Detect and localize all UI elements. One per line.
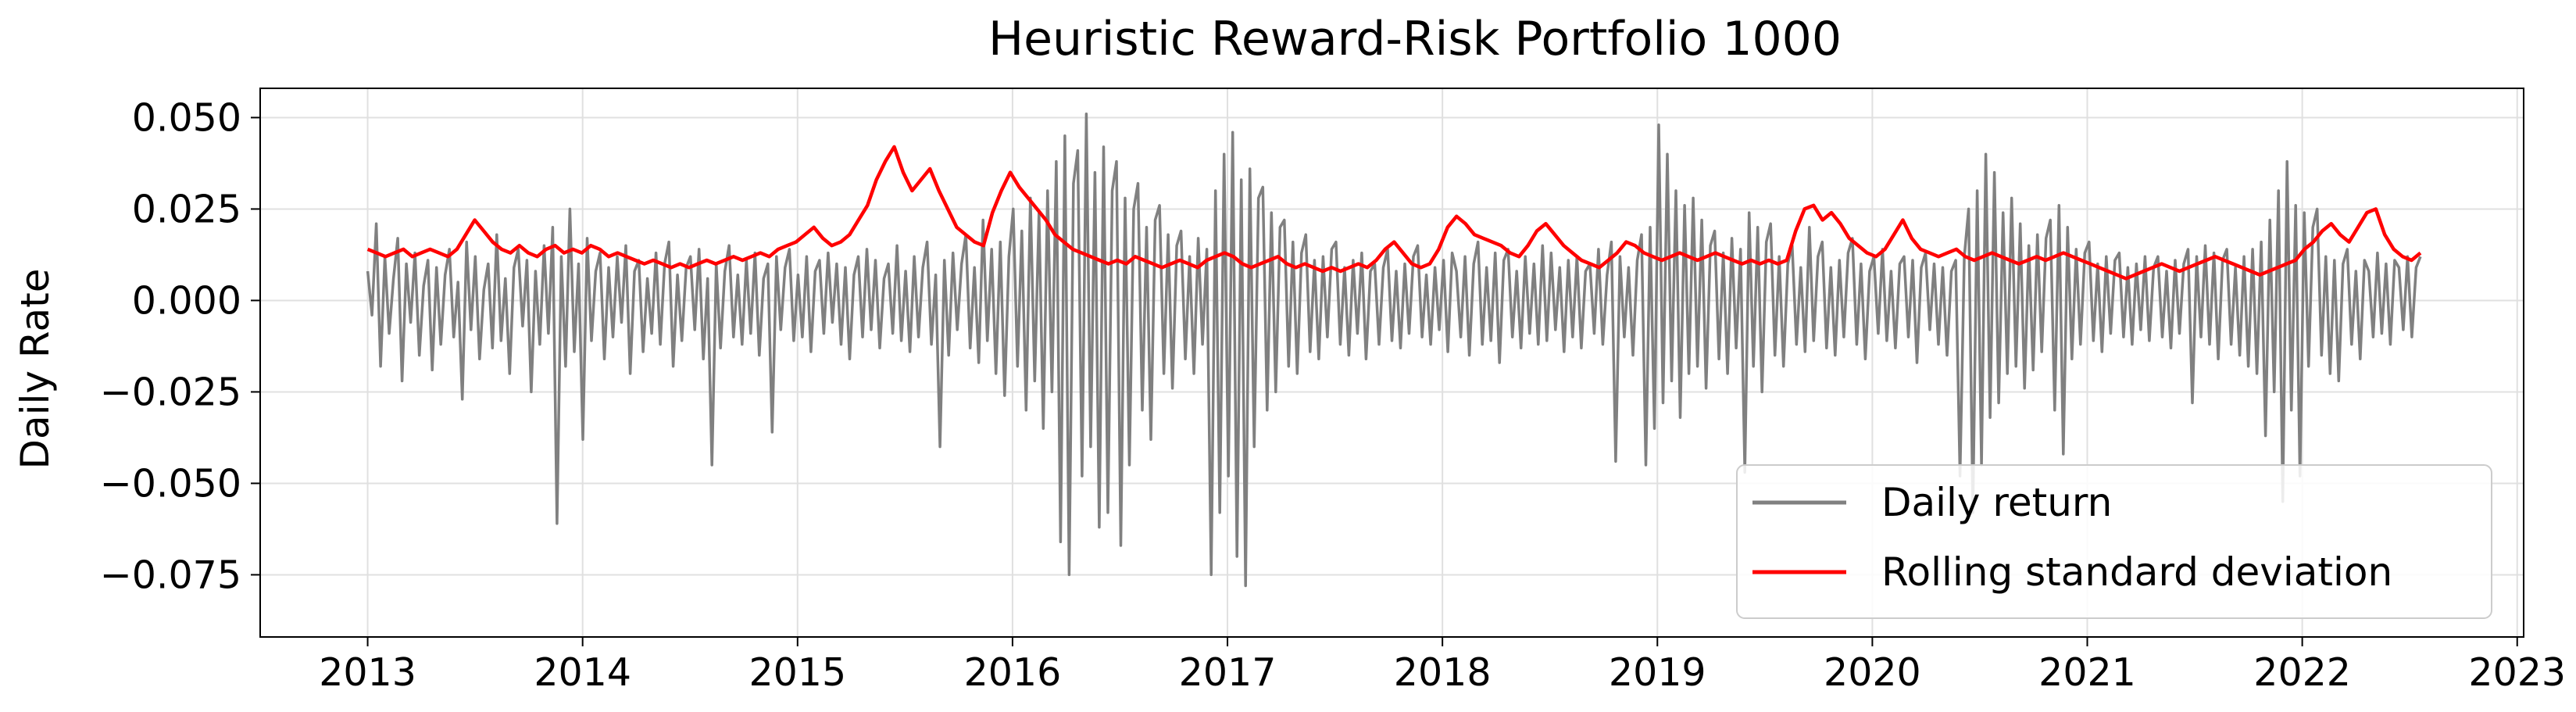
x-tick-label: 2015 (749, 650, 846, 695)
y-tick-label: 0.025 (132, 187, 241, 231)
legend-label-daily-return: Daily return (1881, 480, 2112, 525)
plot-area-frame (259, 88, 2524, 638)
x-tick-label: 2017 (1179, 650, 1277, 695)
x-tick-label: 2020 (1824, 650, 1921, 695)
series-line-rolling-std (366, 145, 2422, 281)
axis-ticks: 2013 2014 2015 2016 2017 2018 2019 2020 2021 2022… (100, 95, 2566, 695)
x-tick-label: 2022 (2253, 650, 2351, 695)
x-tick-label: 2013 (319, 650, 416, 695)
x-tick-label: 2023 (2468, 650, 2566, 695)
x-tick-label: 2019 (1609, 650, 1706, 695)
y-tick-label: −0.050 (100, 461, 241, 506)
x-tick-label: 2016 (964, 650, 1062, 695)
y-tick-label: 0.000 (132, 278, 241, 323)
x-tick-label: 2018 (1394, 650, 1492, 695)
series-line-daily-return (366, 113, 2422, 588)
x-tick-label: 2014 (534, 650, 631, 695)
y-tick-label: −0.025 (100, 370, 241, 414)
y-tick-label: 0.050 (132, 95, 241, 140)
chart-title: Heuristic Reward-Risk Portfolio 1000 (988, 12, 1842, 66)
x-tick-label: 2021 (2038, 650, 2136, 695)
legend: Daily return Rolling standard deviation (1736, 464, 2492, 619)
series-layer (366, 113, 2422, 588)
y-axis-title: Daily Rate (13, 268, 58, 469)
y-tick-label: −0.075 (100, 553, 241, 597)
legend-box (1736, 464, 2492, 619)
legend-label-rolling-std: Rolling standard deviation (1881, 549, 2392, 595)
